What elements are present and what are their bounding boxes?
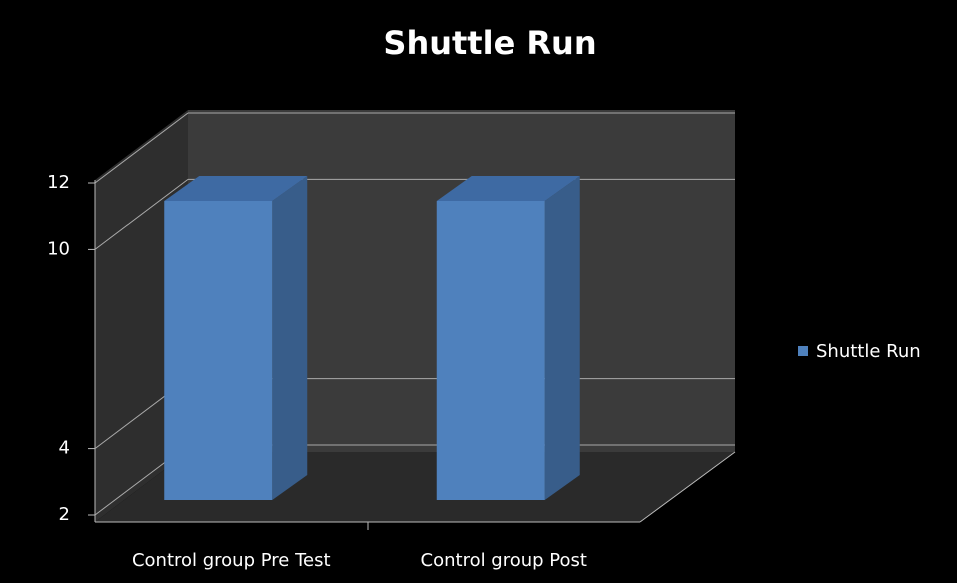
bar-side bbox=[272, 175, 308, 500]
x-tick-label: Control group Post bbox=[421, 550, 587, 571]
bar bbox=[436, 200, 545, 500]
bar-side bbox=[544, 175, 580, 500]
bar bbox=[164, 200, 273, 500]
legend-swatch bbox=[798, 346, 808, 356]
bar-top bbox=[164, 175, 308, 201]
y-tick-label: 2 bbox=[59, 504, 70, 525]
grid-line bbox=[94, 179, 189, 250]
y-tick-label: 4 bbox=[59, 438, 70, 459]
chart-title: Shuttle Run bbox=[383, 24, 596, 62]
legend-label: Shuttle Run bbox=[816, 341, 921, 362]
y-tick-label: 10 bbox=[47, 238, 70, 259]
floor-edge bbox=[639, 451, 736, 523]
y-tick-label: 12 bbox=[47, 172, 70, 193]
grid-line bbox=[94, 112, 189, 184]
x-tick-label: Control group Pre Test bbox=[132, 550, 331, 571]
bar-top bbox=[436, 175, 580, 201]
